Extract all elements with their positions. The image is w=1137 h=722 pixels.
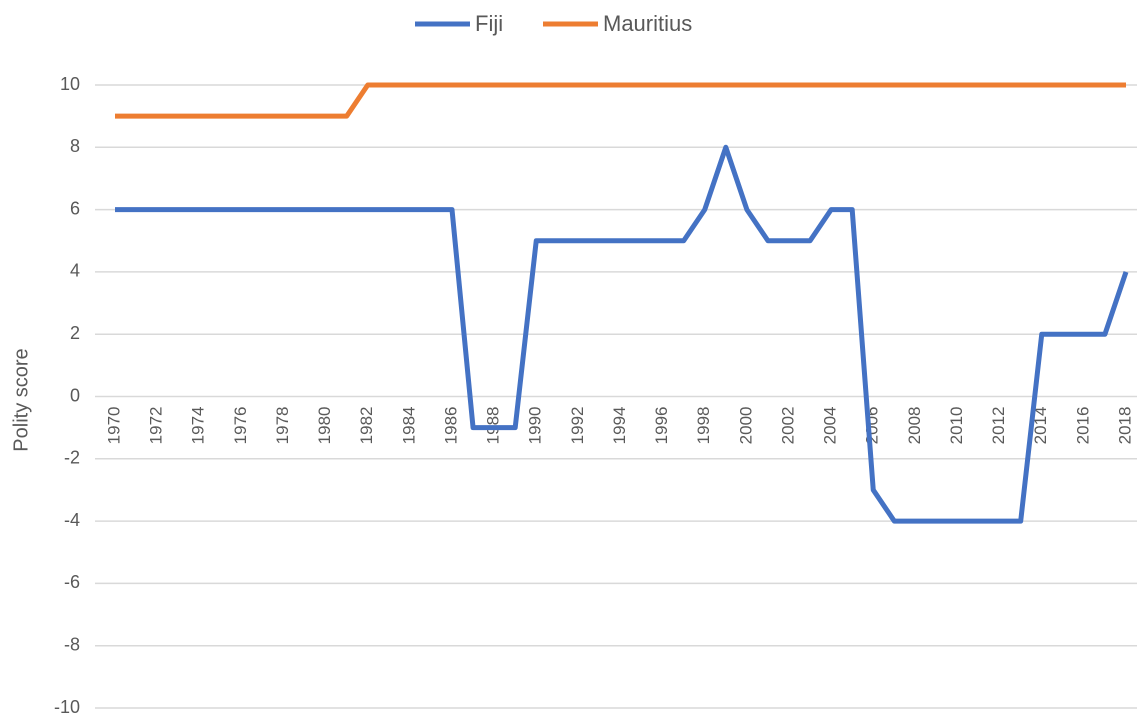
x-tick-label: 1990: [526, 407, 545, 445]
x-tick-label: 1998: [694, 407, 713, 445]
x-tick-label: 2000: [736, 407, 755, 445]
x-tick-label: 2016: [1073, 407, 1092, 445]
x-tick-label: 1986: [441, 407, 460, 445]
x-tick-label: 1974: [189, 407, 208, 445]
x-tick-label: 2002: [778, 407, 797, 445]
y-tick-label: 6: [70, 198, 80, 218]
legend-label: Mauritius: [603, 11, 692, 36]
line-series: [115, 144, 1129, 524]
x-tick-label: 2018: [1115, 407, 1134, 445]
x-tick-label: 1980: [315, 407, 334, 445]
x-tick-label: 2004: [821, 407, 840, 445]
x-tick-label: 1996: [652, 407, 671, 445]
legend-label: Fiji: [475, 11, 503, 36]
x-tick-label: 1972: [147, 407, 166, 445]
y-tick-label: -10: [54, 697, 80, 717]
x-tick-label: 2014: [1031, 407, 1050, 445]
y-tick-label: -2: [64, 448, 80, 468]
y-tick-label: 0: [70, 385, 80, 405]
y-tick-label: -4: [64, 510, 80, 530]
x-tick-label: 1992: [568, 407, 587, 445]
y-tick-label: -6: [64, 572, 80, 592]
x-tick-label: 1970: [104, 407, 123, 445]
x-tick-label: 2008: [905, 407, 924, 445]
y-tick-label: 2: [70, 323, 80, 343]
y-tick-label: 8: [70, 136, 80, 156]
y-tick-label: 10: [60, 74, 80, 94]
y-tick-label: -8: [64, 634, 80, 654]
x-tick-label: 1982: [357, 407, 376, 445]
y-axis-label: Polity score: [10, 348, 32, 451]
x-tick-label: 1976: [231, 407, 250, 445]
line-series: [115, 82, 1126, 119]
x-tick-label: 1994: [610, 407, 629, 445]
x-tick-label: 1978: [273, 407, 292, 445]
x-tick-label: 1984: [399, 407, 418, 445]
y-tick-label: 4: [70, 261, 80, 281]
x-tick-label: 2012: [989, 407, 1008, 445]
x-tick-label: 2010: [947, 407, 966, 445]
